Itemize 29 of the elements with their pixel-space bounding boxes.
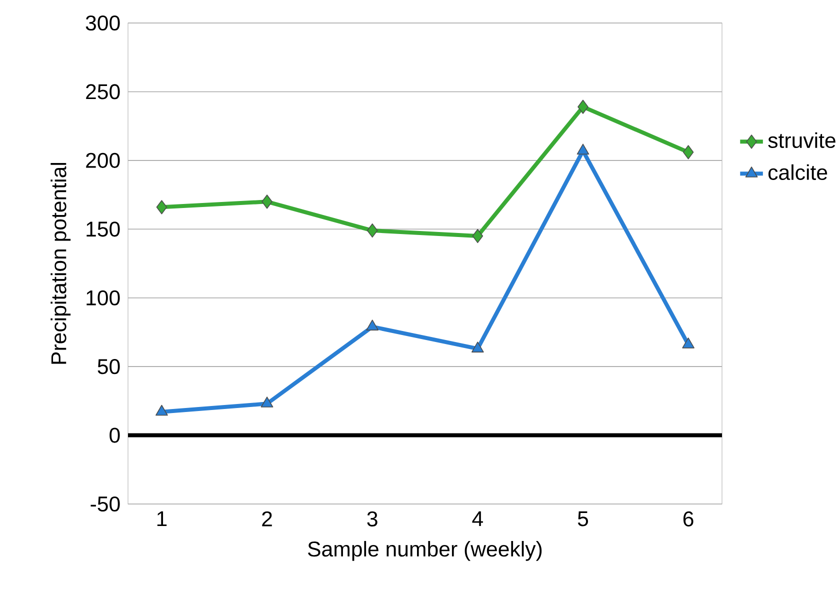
point bbox=[682, 338, 694, 348]
legend-label: calcite bbox=[768, 164, 828, 180]
y-tick-label: 200 bbox=[86, 152, 120, 168]
point bbox=[260, 396, 274, 408]
y-tick-label: -50 bbox=[90, 496, 120, 512]
x-tick-label: 5 bbox=[578, 511, 588, 526]
x-tick-label: 2 bbox=[262, 511, 272, 526]
point bbox=[472, 228, 484, 244]
x-tick-label: 1 bbox=[157, 511, 167, 526]
point bbox=[262, 194, 272, 209]
point bbox=[366, 320, 379, 330]
point bbox=[156, 404, 168, 416]
point bbox=[471, 342, 484, 352]
point bbox=[156, 200, 168, 214]
x-tick-label: 6 bbox=[683, 511, 694, 526]
point bbox=[578, 100, 588, 114]
y-tick-label: 100 bbox=[86, 290, 120, 306]
y-tick-label: 0 bbox=[110, 428, 120, 443]
x-axis-title: Sample number (weekly) bbox=[308, 540, 542, 561]
point bbox=[366, 223, 378, 238]
y-tick-label: 50 bbox=[98, 359, 120, 374]
x-tick-label: 3 bbox=[367, 511, 378, 526]
x-tick-label: 4 bbox=[472, 511, 483, 526]
y-tick-label: 250 bbox=[86, 84, 120, 100]
y-tick-label: 300 bbox=[86, 15, 120, 31]
y-tick-label: 150 bbox=[86, 222, 120, 237]
y-axis-title: Precipitation potential bbox=[50, 163, 71, 364]
legend-label: struvite bbox=[768, 132, 836, 148]
point bbox=[682, 145, 694, 160]
